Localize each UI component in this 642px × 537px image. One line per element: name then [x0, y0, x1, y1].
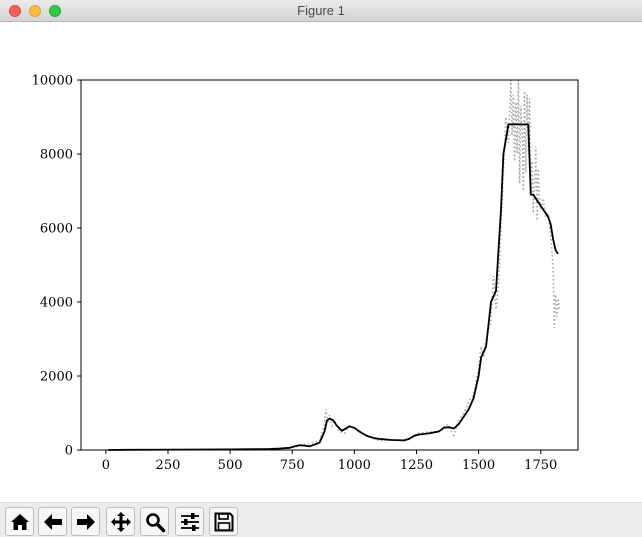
y-tick-label: 10000: [32, 74, 73, 89]
figure-canvas[interactable]: 0 250 500 750 1000 1250 1500 1750 0 2000 4000 6000 8…: [0, 22, 642, 502]
zoom-button[interactable]: [140, 507, 169, 536]
configure-subplots-button[interactable]: [175, 507, 204, 536]
navigation-toolbar: [0, 502, 642, 537]
minimize-window-button[interactable]: [29, 5, 41, 17]
x-tick-label: 1000: [338, 458, 371, 473]
floppy-disk-icon: [214, 512, 234, 532]
x-tick-label: 500: [218, 458, 243, 473]
back-button[interactable]: [38, 507, 67, 536]
x-tick-label: 1750: [524, 458, 557, 473]
plot-frame: [80, 79, 579, 451]
sliders-icon: [181, 513, 199, 531]
x-tick-label: 250: [156, 458, 181, 473]
arrow-left-icon: [44, 514, 62, 530]
plot-area: [81, 80, 578, 450]
magnifier-icon: [146, 513, 166, 533]
y-tick-label: 0: [65, 444, 73, 459]
y-tick-label: 8000: [40, 148, 73, 163]
axes: 0 250 500 750 1000 1250 1500 1750 0 2000 4000 6000 8…: [32, 74, 558, 474]
smoothed-series-line: [108, 123, 559, 451]
series-layer: [108, 79, 561, 451]
x-tick-label: 750: [280, 458, 305, 473]
window-title: Figure 1: [297, 3, 345, 18]
window-titlebar[interactable]: Figure 1: [0, 0, 642, 22]
home-icon: [11, 514, 29, 530]
pan-button[interactable]: [106, 507, 135, 536]
move-icon: [111, 512, 131, 532]
forward-button[interactable]: [71, 507, 100, 536]
x-tick-label: 1250: [400, 458, 433, 473]
close-window-button[interactable]: [9, 5, 21, 17]
arrow-right-icon: [77, 514, 95, 530]
line-chart: 0 250 500 750 1000 1250 1500 1750 0 2000 4000 6000 8…: [32, 74, 579, 474]
x-tick-label: 1500: [462, 458, 495, 473]
home-button[interactable]: [5, 507, 34, 536]
y-tick-label: 6000: [40, 222, 73, 237]
x-tick-label: 0: [102, 458, 110, 473]
raw-series-line: [108, 79, 561, 451]
save-figure-button[interactable]: [209, 507, 238, 536]
maximize-window-button[interactable]: [49, 5, 61, 17]
y-tick-label: 2000: [40, 370, 73, 385]
y-tick-label: 4000: [40, 296, 73, 311]
